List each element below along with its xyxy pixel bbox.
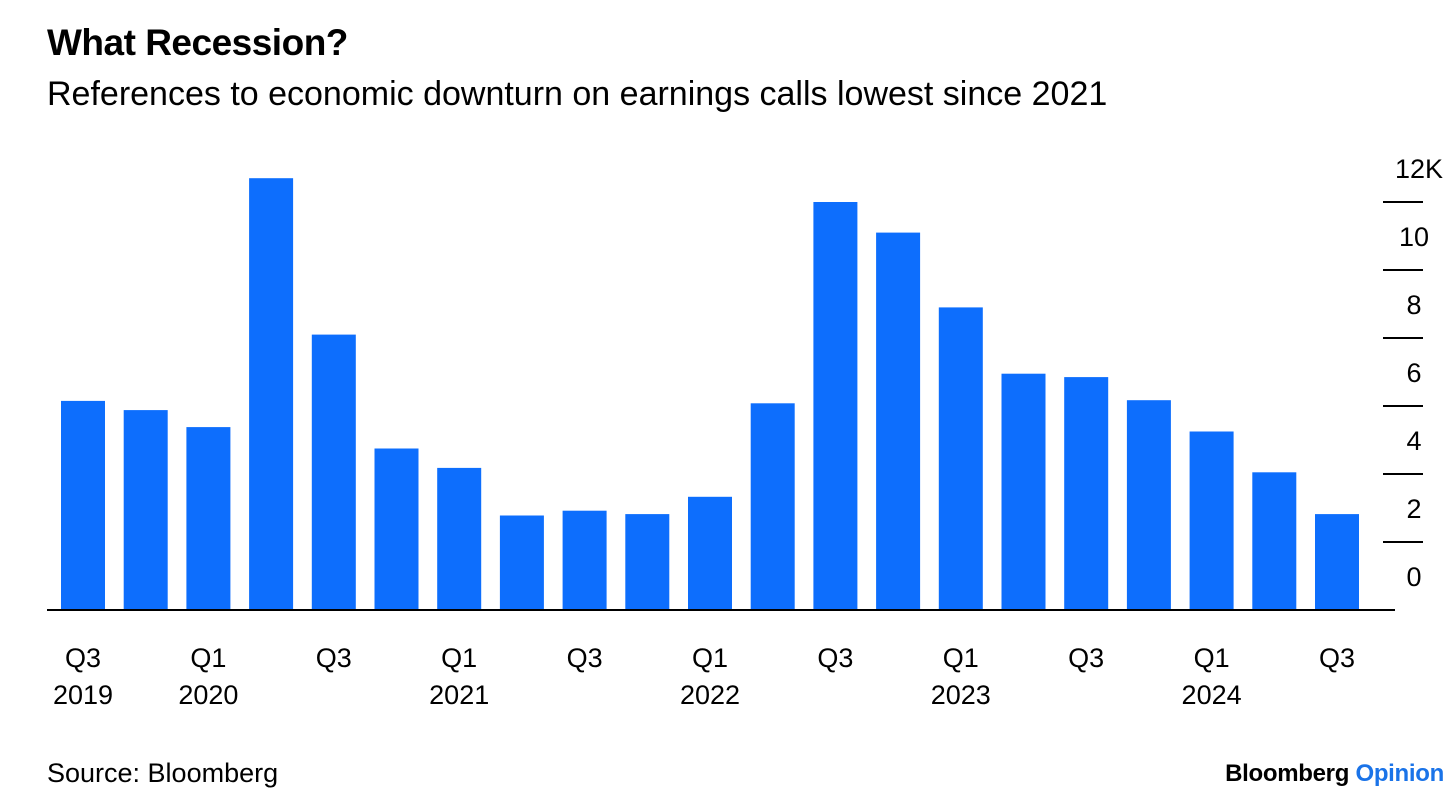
- x-tick-quarter-label: Q1: [692, 643, 728, 673]
- bar-q3-2019: [61, 400, 105, 610]
- x-axis: Q3 2019 Q1 2020 Q3 Q1 2021 Q3 Q1 2022 Q3 Q1 2023 Q3 Q1…: [47, 609, 1395, 710]
- x-tick-quarter-label: Q3: [817, 643, 853, 673]
- bar-q4-2021: [625, 514, 670, 610]
- bar-q3-2020: [311, 334, 356, 610]
- brand-logo: Bloomberg Opinion: [1225, 760, 1444, 788]
- x-tick-quarter-label: Q1: [943, 643, 979, 673]
- y-tick-label: 12K: [1395, 154, 1443, 184]
- x-tick-year-label: 2019: [53, 680, 113, 710]
- y-axis: 0 2 4 6 8 10 12K: [1383, 154, 1443, 592]
- y-tick-label: 2: [1406, 494, 1421, 524]
- y-tick-label: 8: [1406, 290, 1421, 320]
- brand-secondary: Opinion: [1355, 760, 1444, 787]
- y-tick-label: 6: [1406, 358, 1421, 388]
- bar-q3-2023: [1064, 377, 1109, 610]
- bar-q1-2021: [437, 467, 482, 610]
- y-tick-label: 4: [1406, 426, 1421, 456]
- y-tick-label: 0: [1406, 562, 1421, 592]
- x-tick-quarter-label: Q1: [441, 643, 477, 673]
- x-tick-year-label: 2022: [680, 680, 740, 710]
- bar-q2-2021: [499, 515, 544, 610]
- bar-q2-2022: [750, 403, 795, 610]
- x-tick-quarter-label: Q1: [1194, 643, 1230, 673]
- x-tick-year-label: 2023: [931, 680, 991, 710]
- bar-q4-2019: [123, 410, 168, 610]
- x-tick-year-label: 2020: [178, 680, 238, 710]
- chart-title: What Recession?: [47, 22, 348, 63]
- bar-q2-2024: [1252, 472, 1297, 610]
- x-tick-quarter-label: Q3: [1319, 643, 1355, 673]
- x-tick-quarter-label: Q3: [567, 643, 603, 673]
- brand-primary: Bloomberg: [1225, 760, 1350, 787]
- bars-group: [61, 178, 1359, 610]
- x-tick-quarter-label: Q3: [316, 643, 352, 673]
- x-tick-year-label: 2021: [429, 680, 489, 710]
- bar-q4-2022: [876, 232, 921, 610]
- bar-q1-2024: [1189, 431, 1234, 610]
- bar-q1-2022: [688, 496, 732, 610]
- bar-q2-2023: [1001, 373, 1046, 610]
- bar-q4-2020: [374, 448, 419, 610]
- bar-q3-2022: [813, 202, 858, 610]
- bar-q4-2023: [1126, 400, 1171, 610]
- x-tick-year-label: 2024: [1182, 680, 1242, 710]
- bar-q2-2020: [249, 178, 294, 610]
- x-tick-quarter-label: Q3: [1068, 643, 1104, 673]
- bar-q3-2024: [1315, 514, 1359, 610]
- bar-q3-2021: [562, 510, 607, 610]
- chart-subtitle: References to economic downturn on earni…: [47, 75, 1108, 113]
- source-note: Source: Bloomberg: [47, 758, 279, 788]
- bar-q1-2020: [186, 427, 231, 610]
- y-tick-label: 10: [1399, 222, 1429, 252]
- x-tick-quarter-label: Q1: [190, 643, 226, 673]
- bar-q1-2023: [938, 307, 983, 610]
- x-tick-quarter-label: Q3: [65, 643, 101, 673]
